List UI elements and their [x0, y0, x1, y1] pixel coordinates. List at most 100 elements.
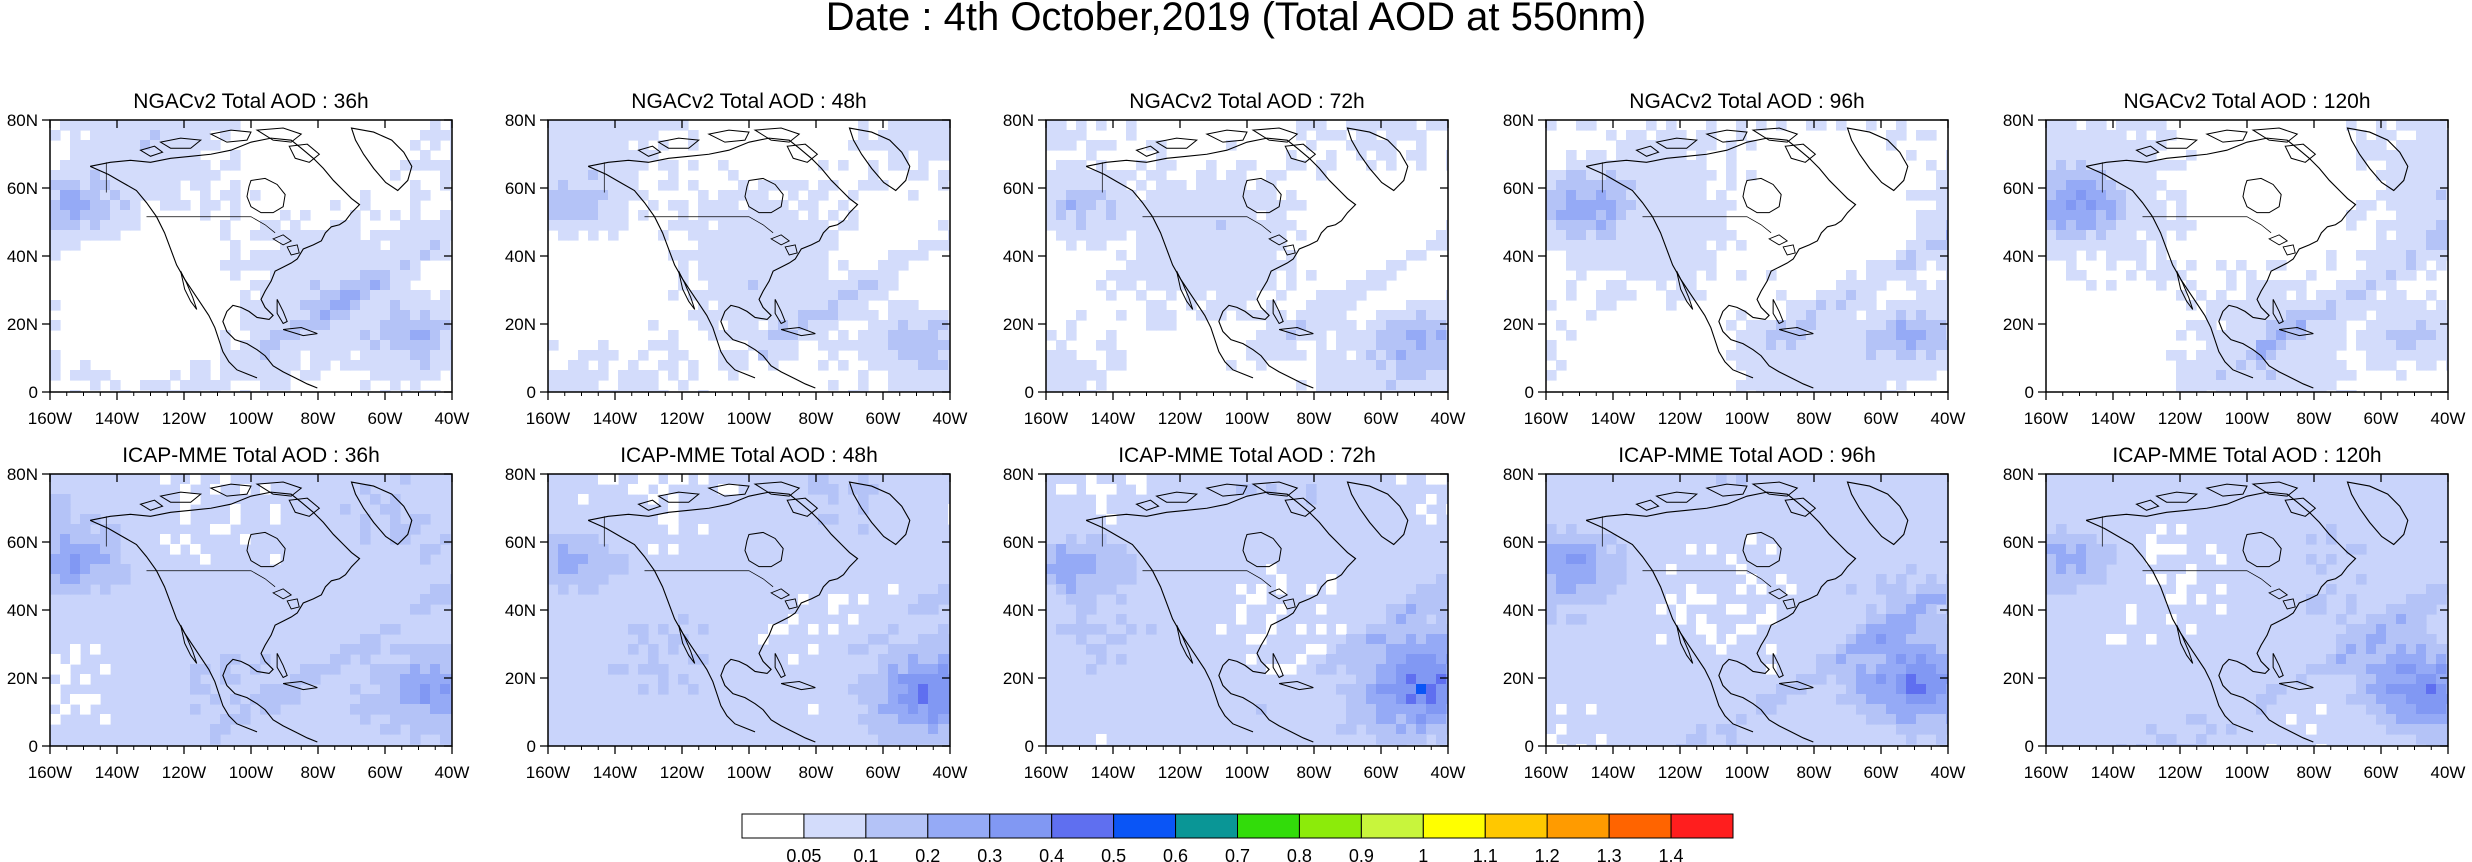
colorbar-label: 0.1 [853, 846, 878, 862]
colorbar-label: 0.4 [1039, 846, 1064, 862]
map-panel: NGACv2 Total AOD : 120h 160W 140W 120W 100W 8… [2003, 90, 2466, 428]
y-tick-label: 20N [7, 669, 38, 688]
x-tick-label: 60W [866, 409, 901, 428]
x-tick-label: 140W [2091, 409, 2135, 428]
aod-field [1046, 120, 1448, 392]
y-tick-label: 80N [505, 465, 536, 484]
x-tick-label: 40W [1431, 763, 1466, 782]
colorbar-swatch [1298, 813, 1362, 839]
y-tick-label: 60N [505, 179, 536, 198]
colorbar-swatch [1237, 813, 1300, 839]
panel-title: ICAP-MME Total AOD : 48h [620, 444, 878, 467]
colorbar-label: 0.9 [1349, 846, 1374, 862]
x-tick-label: 120W [1158, 409, 1202, 428]
y-tick-label: 20N [1503, 315, 1534, 334]
x-tick-label: 120W [2158, 763, 2202, 782]
x-tick-label: 100W [1225, 763, 1269, 782]
y-tick-label: 0 [527, 383, 536, 402]
y-tick-label: 80N [505, 111, 536, 130]
x-tick-label: 100W [727, 409, 771, 428]
y-tick-label: 60N [1503, 533, 1534, 552]
y-tick-label: 0 [1525, 737, 1534, 756]
x-tick-label: 140W [593, 763, 637, 782]
x-tick-label: 160W [1024, 409, 1068, 428]
colorbar-label: 0.7 [1225, 846, 1250, 862]
y-tick-label: 0 [1025, 383, 1034, 402]
y-tick-label: 20N [7, 315, 38, 334]
y-tick-label: 60N [7, 179, 38, 198]
colorbar-label: 1.4 [1659, 846, 1684, 862]
colorbar-swatch [803, 813, 867, 839]
colorbar-swatch [1360, 813, 1424, 839]
x-tick-label: 60W [2364, 763, 2399, 782]
y-tick-label: 60N [2003, 179, 2034, 198]
x-tick-label: 40W [2431, 763, 2466, 782]
x-tick-label: 100W [1225, 409, 1269, 428]
y-tick-label: 20N [1003, 315, 1034, 334]
x-tick-label: 120W [1658, 763, 1702, 782]
y-tick-label: 40N [2003, 601, 2034, 620]
y-tick-label: 40N [505, 601, 536, 620]
y-tick-label: 80N [1003, 465, 1034, 484]
y-tick-label: 20N [2003, 315, 2034, 334]
x-tick-label: 160W [28, 763, 72, 782]
panel-title: NGACv2 Total AOD : 72h [1129, 90, 1364, 113]
y-tick-label: 40N [505, 247, 536, 266]
x-tick-label: 140W [95, 763, 139, 782]
x-tick-label: 60W [368, 409, 403, 428]
x-tick-label: 40W [933, 409, 968, 428]
x-tick-label: 60W [1364, 409, 1399, 428]
map-panel: ICAP-MME Total AOD : 36h 160W 140W 120W 100W… [7, 444, 470, 782]
x-tick-label: 140W [1591, 763, 1635, 782]
y-tick-label: 40N [1003, 601, 1034, 620]
x-tick-label: 100W [229, 409, 273, 428]
aod-field [2046, 120, 2448, 392]
x-tick-label: 100W [1725, 763, 1769, 782]
colorbar-swatch [1051, 813, 1115, 839]
y-tick-label: 0 [1025, 737, 1034, 756]
colorbar-label: 1.1 [1473, 846, 1498, 862]
x-tick-label: 80W [1797, 763, 1832, 782]
y-tick-label: 80N [1503, 111, 1534, 130]
x-tick-label: 80W [1297, 763, 1332, 782]
x-tick-label: 120W [162, 409, 206, 428]
y-tick-label: 80N [2003, 465, 2034, 484]
y-tick-label: 0 [527, 737, 536, 756]
x-tick-label: 80W [799, 409, 834, 428]
x-tick-label: 160W [28, 409, 72, 428]
x-tick-label: 60W [866, 763, 901, 782]
panel-grid: NGACv2 Total AOD : 36h 160W 140W 120W 100W 80… [7, 90, 2466, 782]
colorbar-swatch [865, 813, 929, 839]
x-tick-label: 60W [1364, 763, 1399, 782]
panel-title: NGACv2 Total AOD : 36h [133, 90, 368, 113]
y-tick-label: 0 [2025, 737, 2034, 756]
colorbar-swatch [989, 813, 1053, 839]
colorbar-swatch [1546, 813, 1610, 839]
colorbar-swatch [1113, 813, 1177, 839]
x-tick-label: 140W [1091, 409, 1135, 428]
x-tick-label: 140W [1591, 409, 1635, 428]
colorbar-swatch [1670, 813, 1734, 839]
y-tick-label: 20N [1503, 669, 1534, 688]
x-tick-label: 160W [526, 763, 570, 782]
x-tick-label: 60W [368, 763, 403, 782]
colorbar-label: 0.3 [977, 846, 1002, 862]
x-tick-label: 120W [2158, 409, 2202, 428]
panel-title: NGACv2 Total AOD : 48h [631, 90, 866, 113]
panel-title: NGACv2 Total AOD : 120h [2123, 90, 2370, 113]
x-tick-label: 160W [2024, 763, 2068, 782]
panel-title: NGACv2 Total AOD : 96h [1629, 90, 1864, 113]
aod-field [1546, 474, 1948, 746]
y-tick-label: 60N [7, 533, 38, 552]
y-tick-label: 80N [7, 465, 38, 484]
x-tick-label: 120W [1658, 409, 1702, 428]
x-tick-label: 140W [95, 409, 139, 428]
x-tick-label: 80W [2297, 409, 2332, 428]
y-tick-label: 40N [1003, 247, 1034, 266]
x-tick-label: 140W [2091, 763, 2135, 782]
colorbar-swatch [927, 813, 991, 839]
x-tick-label: 40W [1431, 409, 1466, 428]
x-tick-label: 80W [1297, 409, 1332, 428]
y-tick-label: 40N [1503, 601, 1534, 620]
